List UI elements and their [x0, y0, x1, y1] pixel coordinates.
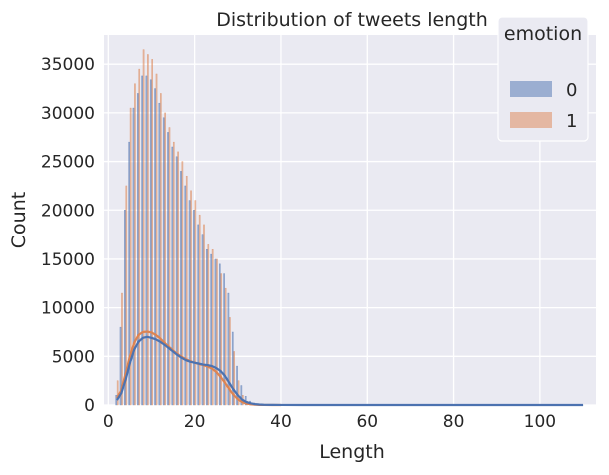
bar-series-1: [129, 107, 132, 406]
x-tick-label: 60: [356, 412, 378, 432]
bar-series-1: [203, 224, 205, 406]
legend-label-1: 1: [566, 111, 577, 132]
x-tick-label: 20: [184, 412, 206, 432]
bar-series-0: [132, 107, 135, 406]
bar-series-1: [229, 317, 231, 406]
bar-series-1: [216, 258, 218, 406]
bar-series-0: [115, 395, 118, 406]
bar-series-1: [138, 68, 141, 406]
chart-title: Distribution of tweets length: [216, 9, 488, 31]
bar-series-1: [116, 380, 119, 406]
bar-series-1: [190, 190, 192, 406]
bar-series-0: [149, 79, 152, 406]
legend-box: [497, 16, 589, 142]
bar-series-1: [224, 287, 227, 406]
axis-ticks: 0 20 40 60 80 100 0 5000 10000 15000 20000 25000 300…: [41, 55, 556, 432]
bar-series-1: [198, 214, 201, 406]
legend-swatch-1: [510, 112, 552, 128]
bar-series-1: [177, 151, 179, 406]
kde-lines: [115, 330, 584, 407]
bar-series-1: [121, 292, 123, 406]
bar-series-0: [197, 224, 200, 406]
bar-series-1: [237, 380, 240, 406]
bar-series-1: [211, 249, 214, 406]
bar-series-1: [233, 351, 236, 406]
bar-series-1: [142, 49, 145, 406]
bar-series-0: [184, 185, 187, 406]
bar-series-1: [172, 141, 175, 406]
bar-series-1: [155, 73, 158, 406]
bar-series-0: [167, 132, 169, 406]
bar-series-0: [180, 171, 182, 406]
bar-series-1: [220, 273, 223, 406]
bar-series-0: [188, 200, 191, 406]
bar-series-0: [206, 249, 208, 406]
bar-series-1: [194, 200, 197, 406]
bar-series-0: [236, 365, 238, 406]
y-tick-label: 30000: [41, 104, 95, 124]
histogram-bars: [115, 49, 584, 406]
bar-series-0: [136, 93, 139, 406]
y-tick-label: 15000: [41, 250, 95, 270]
bar-series-0: [141, 75, 143, 406]
legend-title: emotion: [504, 23, 582, 45]
bar-series-1: [181, 161, 184, 406]
bar-series-1: [151, 59, 154, 406]
bar-series-0: [193, 210, 195, 406]
bar-series-0: [201, 234, 204, 406]
y-tick-label: 25000: [41, 153, 95, 173]
bar-series-1: [164, 112, 166, 406]
bar-series-0: [218, 263, 221, 406]
bar-series-0: [171, 146, 174, 406]
bar-series-0: [119, 326, 122, 406]
bar-series-0: [154, 88, 156, 406]
bar-series-0: [240, 385, 243, 406]
y-tick-label: 35000: [41, 55, 95, 75]
y-tick-label: 0: [84, 396, 95, 416]
bar-series-0: [124, 210, 126, 406]
x-tick-label: 0: [103, 412, 114, 432]
y-tick-label: 20000: [41, 201, 95, 221]
bar-series-1: [125, 185, 128, 406]
legend-swatch-0: [510, 81, 552, 97]
bar-series-0: [214, 258, 217, 406]
bar-series-1: [185, 175, 188, 406]
x-axis-label: Length: [319, 441, 385, 463]
x-tick-label: 80: [443, 412, 465, 432]
x-tick-label: 100: [524, 412, 556, 432]
bar-series-1: [168, 127, 171, 406]
y-axis-label: Count: [8, 192, 30, 248]
bar-series-0: [175, 156, 178, 406]
bar-series-1: [134, 83, 136, 406]
bar-series-0: [210, 253, 212, 406]
bar-series-0: [158, 102, 161, 406]
y-tick-label: 10000: [41, 299, 95, 319]
bar-series-1: [160, 93, 162, 406]
kde-line-0: [116, 335, 584, 407]
legend: emotion 0 1: [497, 16, 589, 142]
legend-label-0: 0: [566, 80, 577, 101]
bar-series-0: [231, 331, 234, 406]
bar-series-0: [223, 273, 225, 406]
bar-series-1: [207, 244, 210, 406]
y-tick-label: 5000: [52, 347, 95, 367]
bar-series-0: [145, 75, 148, 406]
x-tick-label: 40: [270, 412, 292, 432]
bar-series-0: [128, 141, 130, 406]
bar-series-0: [227, 292, 230, 406]
bar-series-1: [147, 54, 149, 406]
bar-series-0: [162, 117, 165, 406]
